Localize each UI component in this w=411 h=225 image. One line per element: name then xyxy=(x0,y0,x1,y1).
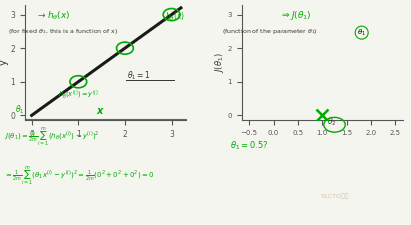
Text: $\theta_1$: $\theta_1$ xyxy=(357,27,366,38)
Y-axis label: $J(\theta_1)$: $J(\theta_1)$ xyxy=(213,52,226,73)
Y-axis label: y: y xyxy=(0,60,9,65)
Text: $\theta_1$: $\theta_1$ xyxy=(15,104,25,116)
Text: $\Rightarrow J(\theta_1)$: $\Rightarrow J(\theta_1)$ xyxy=(280,9,312,22)
Text: $\theta_2$: $\theta_2$ xyxy=(327,116,337,128)
Text: $= \frac{1}{2m}\sum_{i=1}^{m}(\theta_1 x^{(i)}-y^{(i)})^2 = \frac{1}{2m}(0^2+0^2: $= \frac{1}{2m}\sum_{i=1}^{m}(\theta_1 x… xyxy=(4,164,155,187)
Text: (function of the parameter $\theta_1$): (function of the parameter $\theta_1$) xyxy=(222,27,318,36)
Text: $\rightarrow h_{\theta}(x)$: $\rightarrow h_{\theta}(x)$ xyxy=(36,9,71,22)
Text: x: x xyxy=(96,106,102,116)
Text: $h_{\theta}(x)$: $h_{\theta}(x)$ xyxy=(164,11,185,23)
Text: $\theta_1 = 0.5?$: $\theta_1 = 0.5?$ xyxy=(230,140,269,152)
Text: $\theta_1 = 1$: $\theta_1 = 1$ xyxy=(127,69,151,82)
Text: (for fixed $\theta_1$, this is a function of x): (for fixed $\theta_1$, this is a functio… xyxy=(8,27,119,36)
Text: 51CTO博客: 51CTO博客 xyxy=(321,194,349,199)
Text: $h_{\theta}(x^{(i)}) = y^{(i)}$: $h_{\theta}(x^{(i)}) = y^{(i)}$ xyxy=(58,89,99,101)
Text: $J(\theta_1) = \frac{1}{2m}\sum_{i=1}^{m}(h_{\theta}(x^{(i)})-y^{(i)})^2$: $J(\theta_1) = \frac{1}{2m}\sum_{i=1}^{m… xyxy=(4,126,100,148)
